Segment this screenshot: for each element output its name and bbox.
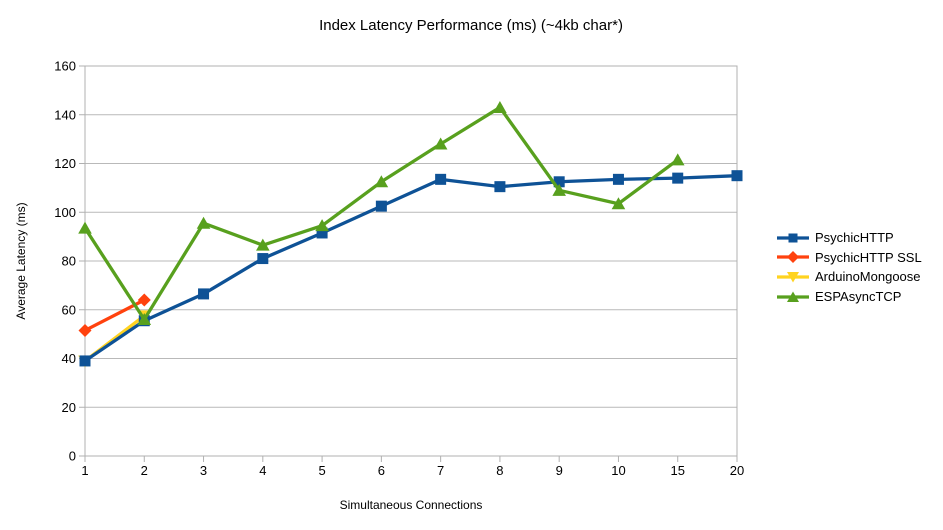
data-point-marker — [196, 216, 211, 229]
data-point-marker — [78, 323, 92, 337]
y-tick-label: 160 — [54, 59, 76, 74]
data-point-marker — [435, 173, 447, 185]
data-point-marker — [315, 219, 329, 232]
y-tick-label: 80 — [62, 254, 76, 269]
legend-label: ESPAsyncTCP — [815, 289, 902, 305]
legend-label: PsychicHTTP — [815, 230, 894, 246]
data-point-marker — [375, 200, 387, 212]
data-point-marker — [79, 355, 91, 367]
data-point-marker — [78, 221, 92, 234]
series-line — [83, 105, 679, 322]
data-point-marker — [257, 253, 269, 265]
x-tick-label: 5 — [318, 463, 325, 478]
y-tick-label: 140 — [54, 107, 76, 122]
x-tick-label: 6 — [378, 463, 385, 478]
data-point-marker — [494, 181, 506, 193]
data-point-marker — [612, 173, 624, 185]
legend-label: PsychicHTTP SSL — [815, 249, 922, 265]
legend-label: ArduinoMongoose — [815, 269, 921, 285]
data-point-marker — [552, 183, 566, 196]
x-tick-label: 15 — [670, 463, 684, 478]
legend-item: PsychicHTTP SSL — [776, 248, 922, 268]
legend: PsychicHTTP PsychicHTTP SSL ArduinoMongoos… — [776, 228, 922, 306]
data-point-marker — [137, 313, 152, 325]
plot-border — [84, 65, 738, 457]
legend-marker-icon — [777, 271, 809, 283]
series-line — [84, 174, 738, 363]
x-tick-label: 9 — [556, 463, 563, 478]
data-point-marker — [198, 288, 210, 300]
data-point-marker — [493, 100, 507, 113]
data-point-marker — [137, 293, 151, 307]
data-point-marker — [731, 170, 743, 182]
y-tick-label: 60 — [62, 302, 76, 317]
x-tick-label: 3 — [200, 463, 207, 478]
x-tick-label: 1 — [81, 463, 88, 478]
y-tick-label: 100 — [54, 205, 76, 220]
x-tick-label: 10 — [611, 463, 625, 478]
x-tick-label: 20 — [730, 463, 744, 478]
data-point-marker — [611, 197, 626, 210]
legend-marker-icon — [777, 251, 809, 264]
data-point-marker — [316, 227, 328, 239]
data-point-marker — [256, 238, 270, 251]
legend-item: ESPAsyncTCP — [776, 287, 922, 307]
data-point-marker — [374, 175, 389, 188]
data-point-marker — [433, 137, 448, 150]
x-tick-label: 2 — [141, 463, 148, 478]
x-axis-title: Simultaneous Connections — [339, 498, 483, 512]
x-tick-label: 7 — [437, 463, 444, 478]
data-point-marker — [672, 172, 684, 184]
y-tick-label: 20 — [62, 400, 76, 415]
data-point-marker — [553, 176, 565, 188]
legend-marker-icon — [777, 233, 809, 243]
x-tick-label: 4 — [259, 463, 266, 478]
legend-marker-icon — [777, 291, 809, 302]
data-point-marker — [670, 153, 685, 166]
y-tick-label: 120 — [54, 156, 76, 171]
chart-title: Index Latency Performance (ms) (~4kb cha… — [319, 17, 623, 34]
y-tick-label: 0 — [69, 449, 76, 464]
legend-item: PsychicHTTP — [776, 228, 922, 248]
legend-item: ArduinoMongoose — [776, 267, 922, 287]
y-tick-label: 40 — [62, 351, 76, 366]
x-tick-label: 8 — [496, 463, 503, 478]
